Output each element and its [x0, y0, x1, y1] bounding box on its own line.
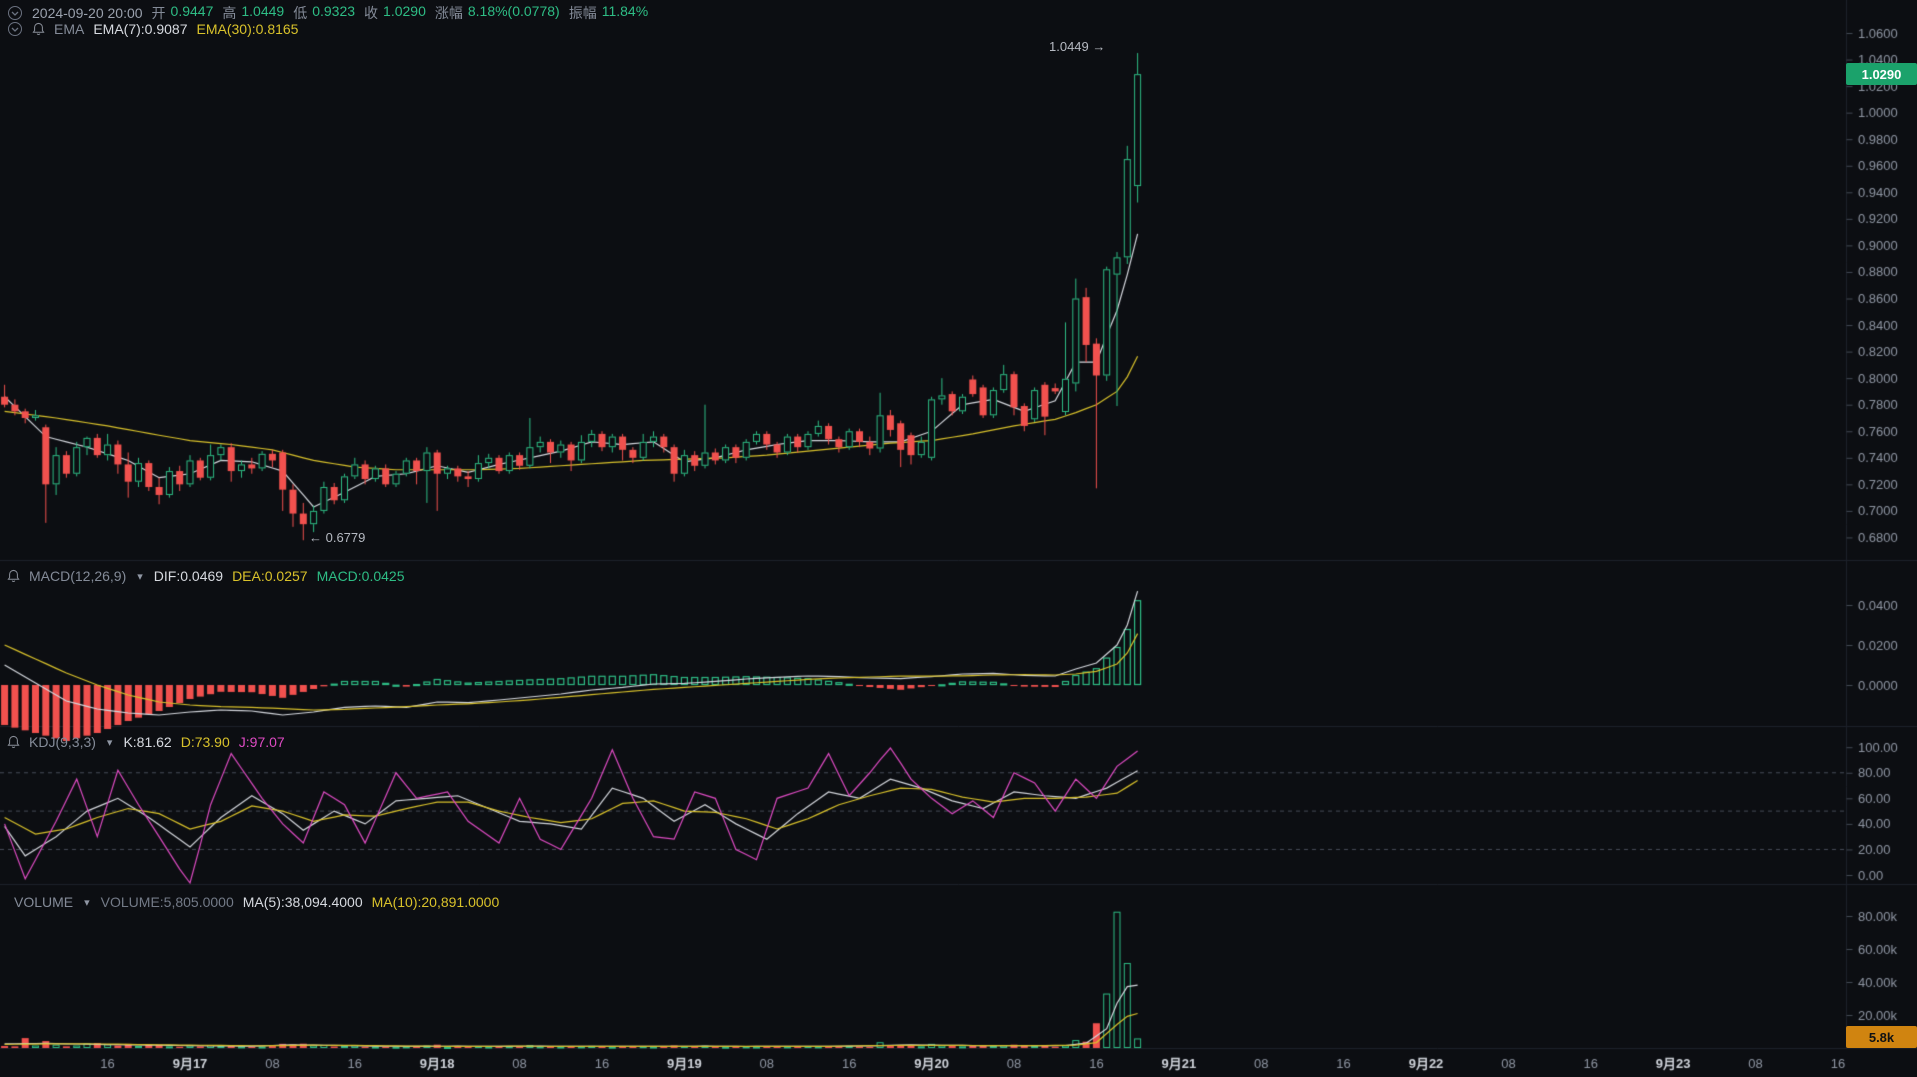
low-label: 低 — [293, 5, 308, 21]
volume-value: VOLUME:5,805.0000 — [100, 894, 234, 910]
ema30-value: EMA(30):0.8165 — [196, 21, 299, 37]
kdj-d-value: D:73.90 — [180, 734, 230, 750]
dropdown-caret-icon[interactable]: ▾ — [137, 570, 143, 583]
open-label: 开 — [151, 5, 166, 21]
collapse-chevron-icon[interactable] — [7, 5, 23, 21]
close-value: 1.0290 — [383, 3, 426, 19]
macd-indicator-name[interactable]: MACD(12,26,9) — [29, 568, 127, 584]
session-low-annotation: ← 0.6779 — [309, 530, 366, 545]
kdj-header: KDJ(9,3,3) ▾ K:81.62 D:73.90 J:97.07 — [7, 734, 285, 750]
alert-bell-icon[interactable] — [32, 22, 45, 36]
volume-header: VOLUME ▾ VOLUME:5,805.0000 MA(5):38,094.… — [14, 894, 499, 910]
dropdown-caret-icon[interactable]: ▾ — [84, 896, 90, 909]
alert-bell-icon[interactable] — [7, 569, 20, 583]
low-value: 0.9323 — [312, 3, 356, 19]
volume-ma5-value: MA(5):38,094.4000 — [242, 894, 363, 910]
ema-indicator-name[interactable]: EMA — [54, 21, 85, 37]
open-value: 0.9447 — [170, 3, 214, 19]
alert-bell-icon[interactable] — [7, 735, 20, 749]
volume-indicator-name[interactable]: VOLUME — [14, 894, 74, 910]
last-price-badge[interactable]: 1.0290 — [1846, 63, 1917, 85]
high-label: 高 — [222, 5, 237, 21]
ema-row: EMA EMA(7):0.9087 EMA(30):0.8165 — [7, 21, 298, 37]
session-high-annotation: 1.0449 → — [1049, 39, 1106, 54]
ohlc-header: 2024-09-20 20:00 开 0.9447 高 1.0449 低 0.9323… — [7, 3, 648, 23]
amplitude-value: 11.84% — [601, 3, 649, 19]
macd-hist-value: MACD:0.0425 — [316, 568, 405, 584]
macd-header: MACD(12,26,9) ▾ DIF:0.0469 DEA:0.0257 MA… — [7, 568, 405, 584]
macd-dea-value: DEA:0.0257 — [232, 568, 308, 584]
close-label: 收 — [364, 5, 379, 21]
macd-dif-value: DIF:0.0469 — [153, 568, 224, 584]
current-volume-badge[interactable]: 5.8k — [1846, 1026, 1917, 1048]
high-value: 1.0449 — [241, 3, 285, 19]
change-label: 涨幅 — [434, 5, 463, 21]
kdj-indicator-name[interactable]: KDJ(9,3,3) — [29, 734, 96, 750]
kdj-j-value: J:97.07 — [238, 734, 285, 750]
kdj-k-value: K:81.62 — [123, 734, 172, 750]
candle-datetime: 2024-09-20 20:00 — [32, 5, 143, 21]
dropdown-caret-icon[interactable]: ▾ — [106, 736, 113, 749]
collapse-chevron-icon[interactable] — [7, 21, 23, 37]
volume-ma10-value: MA(10):20,891.0000 — [371, 894, 500, 910]
change-value: 8.18%(0.0778) — [467, 3, 560, 19]
ema7-value: EMA(7):0.9087 — [93, 21, 188, 37]
amplitude-label: 振幅 — [568, 5, 597, 21]
